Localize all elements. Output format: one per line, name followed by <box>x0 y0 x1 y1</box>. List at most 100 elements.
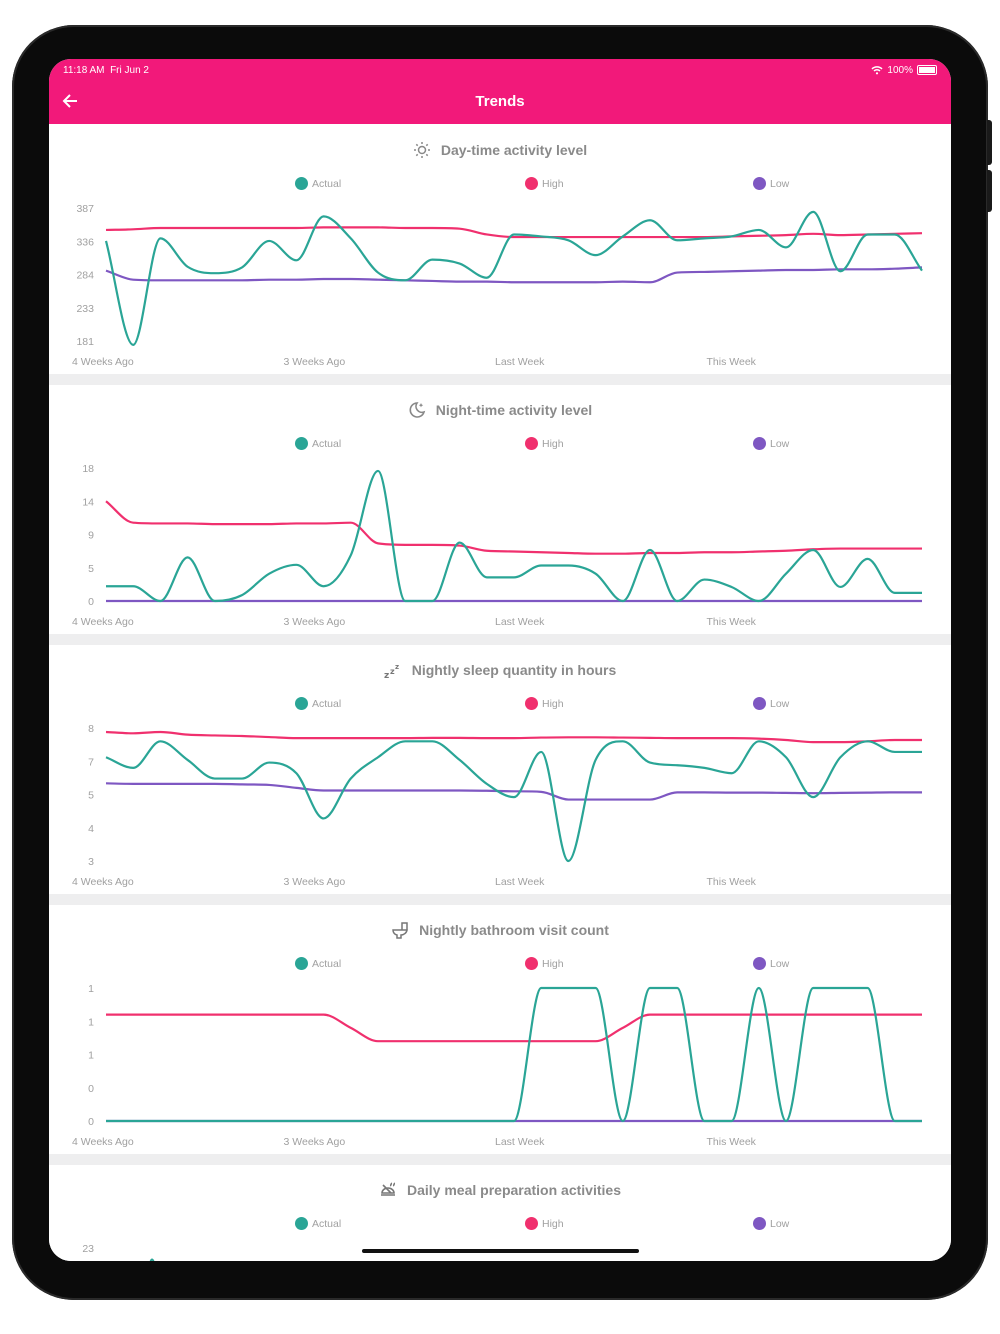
y-tick-label: 9 <box>88 530 94 542</box>
legend-high-dot <box>525 957 538 970</box>
legend-low[interactable]: Low <box>753 437 789 450</box>
legend-actual-dot <box>295 1217 308 1230</box>
status-time: 11:18 AM <box>63 64 105 76</box>
legend-high-dot <box>525 177 538 190</box>
x-tick-label: Last Week <box>495 1136 545 1148</box>
x-tick-label: 4 Weeks Ago <box>72 1136 134 1148</box>
x-tick-label: 4 Weeks Ago <box>72 876 134 888</box>
legend-high[interactable]: High <box>525 697 564 710</box>
series-line-actual <box>106 469 922 603</box>
legend-low[interactable]: Low <box>753 957 789 970</box>
x-tick-label: 3 Weeks Ago <box>284 1136 346 1148</box>
legend-low-label: Low <box>770 697 790 710</box>
legend-low[interactable]: Low <box>753 177 789 190</box>
y-tick-label: 14 <box>82 496 94 508</box>
y-tick-label: 233 <box>76 303 94 315</box>
y-tick-label: 5 <box>88 563 94 575</box>
legend-low-dot <box>753 1217 766 1230</box>
legend-actual-label: Actual <box>312 697 342 710</box>
status-bar: 11:18 AM Fri Jun 2 100% <box>63 63 937 77</box>
trend-card: Day-time activity level Actual High Low 387 3… <box>49 125 951 374</box>
y-tick-label: 1 <box>88 1050 94 1062</box>
legend-high-dot <box>525 1217 538 1230</box>
volume-down-button <box>987 170 992 212</box>
x-tick-label: This Week <box>707 876 757 888</box>
legend-high[interactable]: High <box>525 437 564 450</box>
legend-high[interactable]: High <box>525 1217 564 1230</box>
x-tick-label: 4 Weeks Ago <box>72 616 134 628</box>
y-tick-label: 0 <box>88 1083 94 1095</box>
toilet-icon <box>392 922 408 939</box>
trends-list[interactable]: Day-time activity level Actual High Low 387 3… <box>49 125 951 1261</box>
legend-high[interactable]: High <box>525 177 564 190</box>
x-tick-label: This Week <box>707 356 757 368</box>
svg-text:z: z <box>384 671 389 679</box>
y-tick-label: 18 <box>82 463 94 475</box>
series-line-high <box>105 730 922 744</box>
legend-low-dot <box>753 697 766 710</box>
legend-high-label: High <box>542 1217 564 1230</box>
trend-card: Nightly bathroom visit count Actual High Lo… <box>49 905 951 1154</box>
app-header: 11:18 AM Fri Jun 2 100% Trends <box>49 59 951 124</box>
trend-card: Daily meal preparation activities Actual H… <box>49 1165 951 1261</box>
x-tick-label: Last Week <box>495 616 545 628</box>
arrow-left-icon <box>62 94 77 108</box>
chart-title: z z z Nightly sleep quantity in hours <box>49 660 951 680</box>
legend-actual-dot <box>295 437 308 450</box>
legend-actual[interactable]: Actual <box>295 177 341 190</box>
legend-low-label: Low <box>770 177 790 190</box>
chart-title: Daily meal preparation activities <box>49 1180 951 1200</box>
chart-title: Nightly bathroom visit count <box>49 920 951 940</box>
legend-actual[interactable]: Actual <box>295 957 341 970</box>
y-tick-label: 0 <box>88 1116 94 1128</box>
legend-high-label: High <box>542 697 564 710</box>
legend-actual-label: Actual <box>312 1217 342 1230</box>
series-line-high <box>105 226 923 239</box>
x-tick-label: This Week <box>707 616 757 628</box>
chart-title-text: Nightly bathroom visit count <box>419 922 609 938</box>
x-tick-label: Last Week <box>495 876 545 888</box>
y-tick-label: 8 <box>88 723 94 735</box>
legend-high-dot <box>525 437 538 450</box>
wifi-icon <box>871 66 883 75</box>
y-tick-label: 1 <box>88 1016 94 1028</box>
line-chart: 23 <box>82 1243 155 1261</box>
legend-actual-label: Actual <box>312 177 342 190</box>
chart-title-text: Nightly sleep quantity in hours <box>411 662 617 678</box>
legend-actual[interactable]: Actual <box>295 1217 341 1230</box>
home-indicator[interactable] <box>362 1249 639 1253</box>
legend-low-label: Low <box>770 957 790 970</box>
y-tick-label: 7 <box>88 756 94 768</box>
series-line-low <box>105 266 923 284</box>
legend-high[interactable]: High <box>525 957 564 970</box>
trend-card: Night-time activity level Actual High Low 18… <box>49 385 951 634</box>
legend-low-dot <box>753 957 766 970</box>
legend-actual-label: Actual <box>312 957 342 970</box>
legend-low[interactable]: Low <box>753 697 789 710</box>
legend-actual-label: Actual <box>312 437 342 450</box>
y-tick-label: 1 <box>88 983 94 995</box>
series-line-actual <box>104 210 923 346</box>
legend-low[interactable]: Low <box>753 1217 789 1230</box>
series-line-actual <box>105 986 922 1123</box>
legend-actual[interactable]: Actual <box>295 437 341 450</box>
series-line-actual <box>149 1258 155 1261</box>
legend-low-dot <box>753 177 766 190</box>
svg-text:z: z <box>395 663 399 671</box>
legend-high-label: High <box>542 957 564 970</box>
battery-icon <box>917 65 937 75</box>
legend-low-label: Low <box>770 437 790 450</box>
page-title: Trends <box>475 93 525 110</box>
chart-title: Night-time activity level <box>49 400 951 420</box>
back-button[interactable] <box>61 91 81 111</box>
x-tick-label: Last Week <box>495 356 545 368</box>
legend-actual[interactable]: Actual <box>295 697 341 710</box>
y-tick-label: 0 <box>88 596 94 608</box>
x-tick-label: 3 Weeks Ago <box>284 356 346 368</box>
x-tick-label: 3 Weeks Ago <box>284 616 346 628</box>
y-tick-label: 3 <box>88 856 94 868</box>
x-tick-label: 4 Weeks Ago <box>72 356 134 368</box>
legend-low-dot <box>753 437 766 450</box>
x-tick-label: This Week <box>707 1136 757 1148</box>
